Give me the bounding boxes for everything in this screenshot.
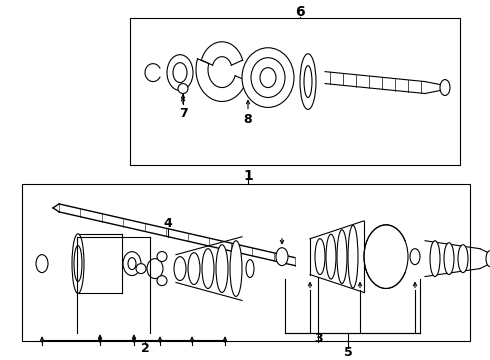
Ellipse shape bbox=[173, 63, 187, 82]
Text: 2: 2 bbox=[141, 342, 149, 355]
Ellipse shape bbox=[128, 258, 136, 270]
Ellipse shape bbox=[276, 248, 288, 266]
Ellipse shape bbox=[486, 251, 490, 267]
Ellipse shape bbox=[216, 245, 228, 292]
Bar bbox=[130, 18, 460, 165]
Circle shape bbox=[178, 84, 188, 94]
Ellipse shape bbox=[304, 66, 312, 98]
Ellipse shape bbox=[174, 257, 186, 280]
Ellipse shape bbox=[315, 239, 325, 275]
Ellipse shape bbox=[167, 55, 193, 90]
Text: 8: 8 bbox=[244, 113, 252, 126]
Bar bbox=[22, 184, 470, 341]
Ellipse shape bbox=[36, 255, 48, 273]
Ellipse shape bbox=[364, 225, 408, 288]
Ellipse shape bbox=[260, 68, 276, 87]
Ellipse shape bbox=[410, 249, 420, 265]
Text: 5: 5 bbox=[343, 346, 352, 359]
Ellipse shape bbox=[337, 230, 347, 284]
Ellipse shape bbox=[458, 245, 468, 273]
Ellipse shape bbox=[300, 54, 316, 109]
Text: 6: 6 bbox=[295, 5, 305, 19]
Ellipse shape bbox=[242, 48, 294, 107]
Ellipse shape bbox=[246, 260, 254, 278]
Ellipse shape bbox=[251, 58, 285, 98]
Ellipse shape bbox=[188, 253, 200, 284]
Ellipse shape bbox=[202, 249, 214, 288]
Ellipse shape bbox=[147, 258, 163, 279]
Text: 4: 4 bbox=[164, 217, 172, 230]
Circle shape bbox=[157, 276, 167, 285]
Ellipse shape bbox=[348, 225, 358, 288]
Text: 1: 1 bbox=[243, 169, 253, 183]
Circle shape bbox=[136, 264, 146, 274]
Ellipse shape bbox=[72, 234, 84, 293]
Ellipse shape bbox=[430, 241, 440, 276]
Ellipse shape bbox=[440, 80, 450, 95]
Text: 3: 3 bbox=[314, 332, 322, 345]
Circle shape bbox=[157, 252, 167, 261]
Ellipse shape bbox=[74, 246, 82, 282]
Text: 7: 7 bbox=[179, 107, 187, 120]
Ellipse shape bbox=[230, 241, 242, 296]
Ellipse shape bbox=[444, 243, 454, 275]
Ellipse shape bbox=[123, 252, 141, 275]
Ellipse shape bbox=[326, 234, 336, 279]
